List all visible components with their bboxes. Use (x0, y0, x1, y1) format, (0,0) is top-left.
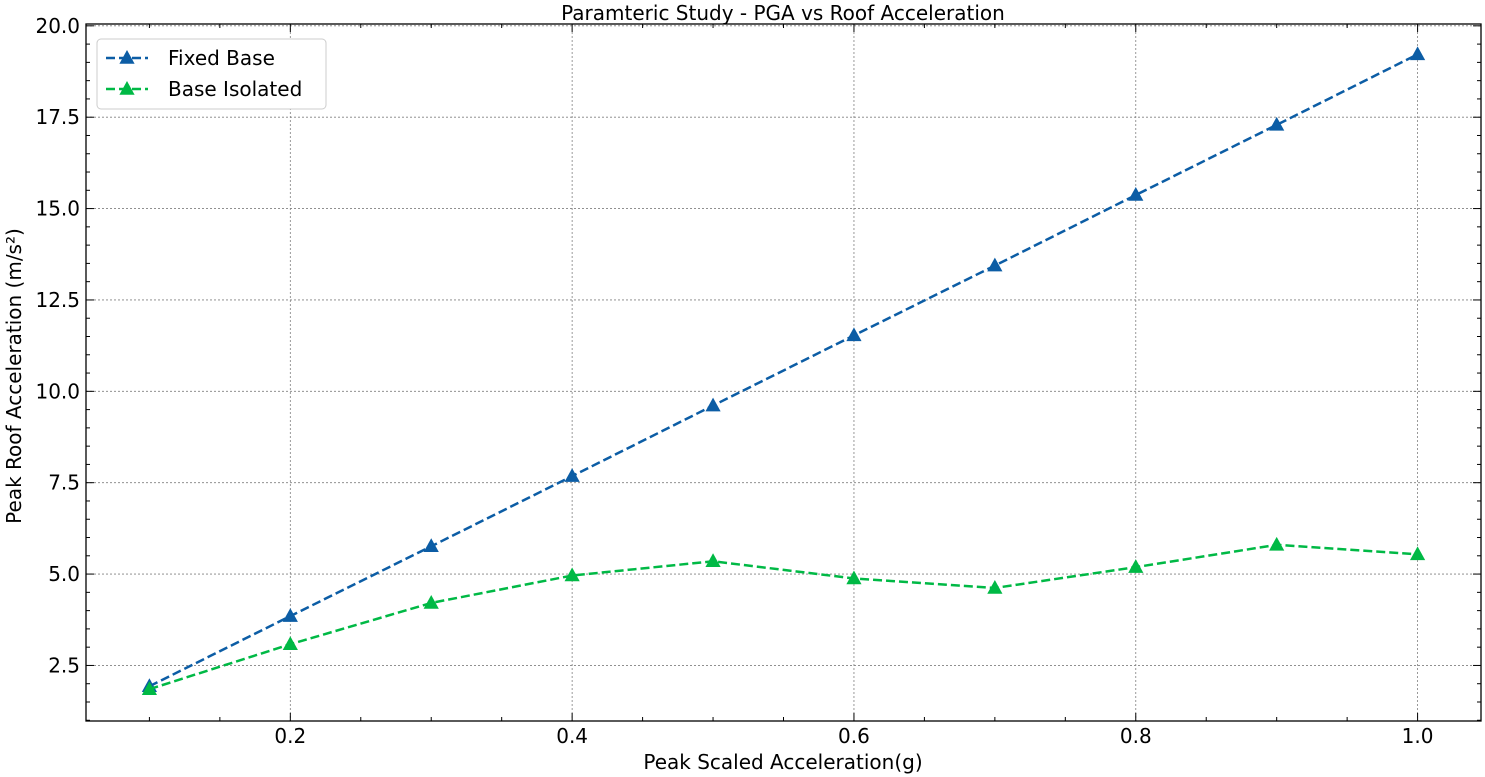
data-point-base-isolated (1409, 546, 1426, 561)
y-tick-label: 15.0 (35, 197, 80, 221)
x-tick-label: 0.2 (274, 724, 306, 748)
data-point-base-isolated (1269, 536, 1285, 551)
series-fixed-base (141, 46, 1426, 693)
legend-marker-fixed-base (119, 50, 135, 64)
data-point-fixed-base (987, 257, 1003, 272)
legend-box (96, 38, 327, 110)
x-tick-label: 0.8 (1120, 724, 1152, 748)
x-tick-label: 0.4 (556, 724, 588, 748)
data-point-fixed-base (1128, 187, 1144, 201)
legend-label-fixed-base: Fixed Base (168, 46, 275, 70)
data-point-base-isolated (141, 681, 158, 695)
series-line-base-isolated (149, 543, 1418, 691)
y-tick-label: 20.0 (35, 14, 80, 38)
y-axis-label: Peak Roof Acceleration (m/s²) (2, 228, 26, 524)
data-point-base-isolated (423, 594, 439, 609)
data-point-fixed-base (705, 397, 721, 412)
y-tick-label: 10.0 (35, 379, 80, 403)
data-point-fixed-base (1409, 46, 1426, 61)
x-tick-label: 1.0 (1402, 724, 1434, 748)
legend: Fixed Base Base Isolated (96, 38, 327, 110)
data-point-fixed-base (846, 327, 862, 342)
data-point-fixed-base (1269, 116, 1285, 131)
legend-entry-base-isolated: Base Isolated (106, 77, 302, 101)
data-point-base-isolated (564, 567, 580, 582)
data-point-base-isolated (987, 579, 1003, 594)
y-tick-label: 7.5 (48, 471, 80, 495)
data-point-fixed-base (564, 468, 580, 482)
legend-entry-fixed-base: Fixed Base (106, 46, 275, 70)
x-tick-label: 0.6 (838, 724, 870, 748)
data-point-fixed-base (282, 608, 298, 622)
y-tick-labels: 2.5 5.0 7.5 10.0 12.5 15.0 17.5 20.0 (35, 14, 80, 678)
x-tick-labels: 0.2 0.4 0.6 0.8 1.0 (274, 724, 1433, 748)
axis-ticks (86, 24, 1481, 721)
data-point-base-isolated (846, 570, 862, 585)
data-point-base-isolated (1128, 559, 1144, 573)
x-axis-label: Peak Scaled Acceleration(g) (643, 750, 922, 774)
y-tick-label: 5.0 (48, 562, 80, 586)
series-base-isolated (141, 536, 1426, 695)
data-point-fixed-base (423, 538, 439, 553)
chart-title: Paramteric Study - PGA vs Roof Accelerat… (561, 1, 1005, 25)
y-tick-label: 17.5 (35, 105, 80, 129)
data-point-base-isolated (705, 553, 721, 568)
legend-label-base-isolated: Base Isolated (168, 77, 302, 101)
y-tick-label: 2.5 (48, 653, 80, 677)
y-tick-label: 12.5 (35, 288, 80, 312)
data-point-base-isolated (282, 636, 298, 651)
series-layer (141, 46, 1426, 695)
series-line-fixed-base (148, 53, 1419, 688)
legend-marker-base-isolated (119, 81, 135, 95)
